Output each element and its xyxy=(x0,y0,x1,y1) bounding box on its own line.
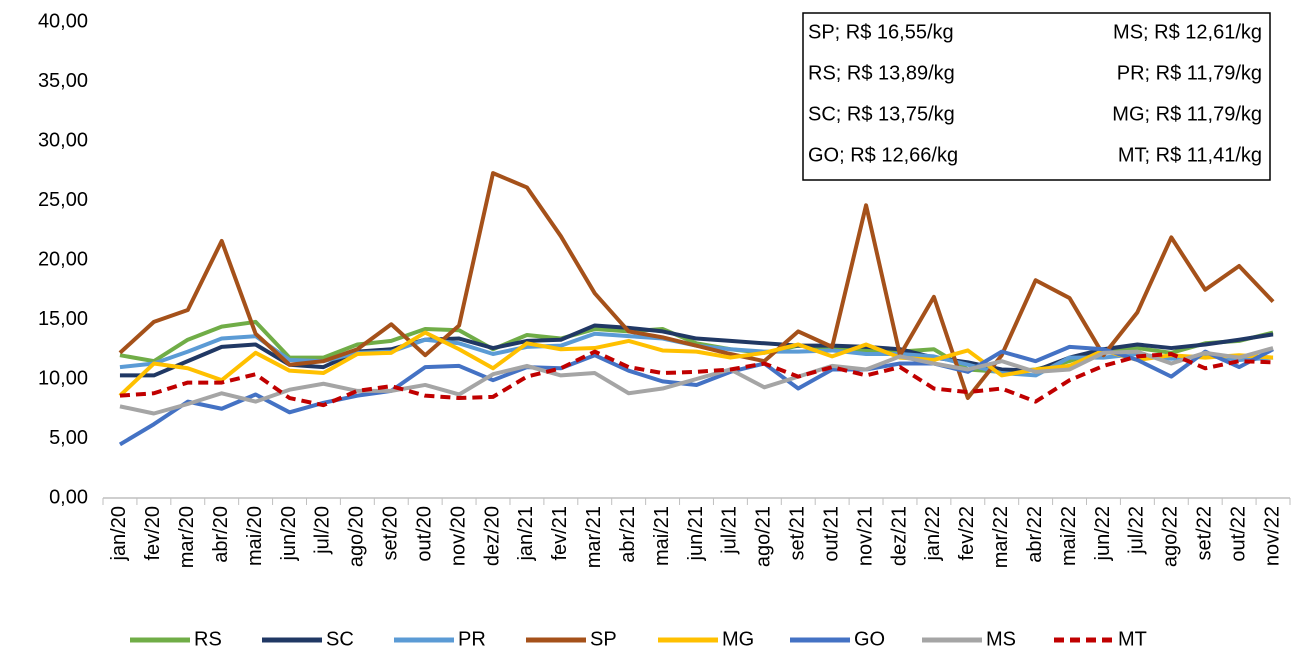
legend-label: RS xyxy=(194,628,222,650)
x-tick-label: fev/20 xyxy=(142,506,164,560)
y-tick-label: 15,00 xyxy=(38,308,88,330)
x-tick-label: dez/20 xyxy=(481,506,503,566)
x-tick-label: nov/22 xyxy=(1261,506,1283,566)
x-tick-label: set/21 xyxy=(787,506,809,560)
x-tick-label: jan/22 xyxy=(922,506,944,562)
x-tick-label: mai/21 xyxy=(651,506,673,566)
annotation: RS; R$ 13,89/kg xyxy=(808,62,955,84)
x-tick-label: jul/20 xyxy=(312,506,334,555)
annotation: GO; R$ 12,66/kg xyxy=(808,144,958,166)
annotation: SP; R$ 16,55/kg xyxy=(808,21,954,43)
legend-label: SP xyxy=(590,628,617,650)
legend-label: SC xyxy=(326,628,354,650)
annotation: MG; R$ 11,79/kg xyxy=(1112,103,1262,125)
x-tick-label: nov/21 xyxy=(854,506,876,566)
x-tick-label: out/22 xyxy=(1227,506,1249,562)
annotation-box xyxy=(802,12,1271,181)
legend-label: GO xyxy=(854,628,885,650)
y-tick-label: 40,00 xyxy=(38,10,88,32)
x-tick-label: jan/20 xyxy=(108,506,130,562)
x-tick-label: ago/22 xyxy=(1160,506,1182,567)
legend-label: PR xyxy=(458,628,486,650)
line-series xyxy=(119,346,1274,416)
x-tick-label: jul/22 xyxy=(1126,506,1148,555)
x-tick-label: abr/22 xyxy=(1024,506,1046,563)
x-tick-label: fev/21 xyxy=(549,506,571,560)
x-tick-label: out/21 xyxy=(820,506,842,562)
x-tick-label: fev/22 xyxy=(956,506,978,560)
x-tick-label: ago/20 xyxy=(346,506,368,567)
x-tick-label: mar/20 xyxy=(176,506,198,568)
x-tick-label: set/20 xyxy=(380,506,402,560)
x-tick-label: mar/22 xyxy=(990,506,1012,568)
line-series xyxy=(118,171,1275,401)
x-tick-label: jun/20 xyxy=(278,506,300,562)
annotation: PR; R$ 11,79/kg xyxy=(1117,62,1262,84)
legend-label: MG xyxy=(722,628,754,650)
legend-label: MT xyxy=(1118,628,1147,650)
annotation: MS; R$ 12,61/kg xyxy=(1113,21,1262,43)
line-series xyxy=(119,323,1274,378)
x-tick-label: jan/21 xyxy=(515,506,537,562)
x-tick-label: mai/22 xyxy=(1058,506,1080,566)
x-tick-label: abr/20 xyxy=(210,506,232,563)
y-tick-label: 30,00 xyxy=(38,129,88,151)
x-tick-label: jun/22 xyxy=(1092,506,1114,562)
annotation: SC; R$ 13,75/kg xyxy=(808,103,955,125)
y-tick-label: 25,00 xyxy=(38,189,88,211)
line-series xyxy=(119,349,1274,408)
y-tick-label: 20,00 xyxy=(38,248,88,270)
y-tick-label: 35,00 xyxy=(38,70,88,92)
x-tick-label: out/20 xyxy=(413,506,435,562)
x-tick-label: jun/21 xyxy=(685,506,707,562)
x-tick-label: dez/21 xyxy=(888,506,910,566)
line-series xyxy=(118,344,1274,447)
x-tick-label: set/22 xyxy=(1193,506,1215,560)
x-tick-label: ago/21 xyxy=(753,506,775,567)
annotation: MT; R$ 11,41/kg xyxy=(1118,144,1262,166)
y-tick-label: 5,00 xyxy=(49,427,88,449)
x-tick-label: mai/20 xyxy=(244,506,266,566)
line-series xyxy=(118,330,1274,398)
legend-label: MS xyxy=(986,628,1016,650)
y-tick-label: 10,00 xyxy=(38,367,88,389)
y-tick-label: 0,00 xyxy=(49,486,88,508)
x-tick-label: abr/21 xyxy=(617,506,639,563)
x-tick-label: mar/21 xyxy=(583,506,605,568)
x-tick-label: jul/21 xyxy=(719,506,741,555)
x-tick-label: nov/20 xyxy=(447,506,469,566)
